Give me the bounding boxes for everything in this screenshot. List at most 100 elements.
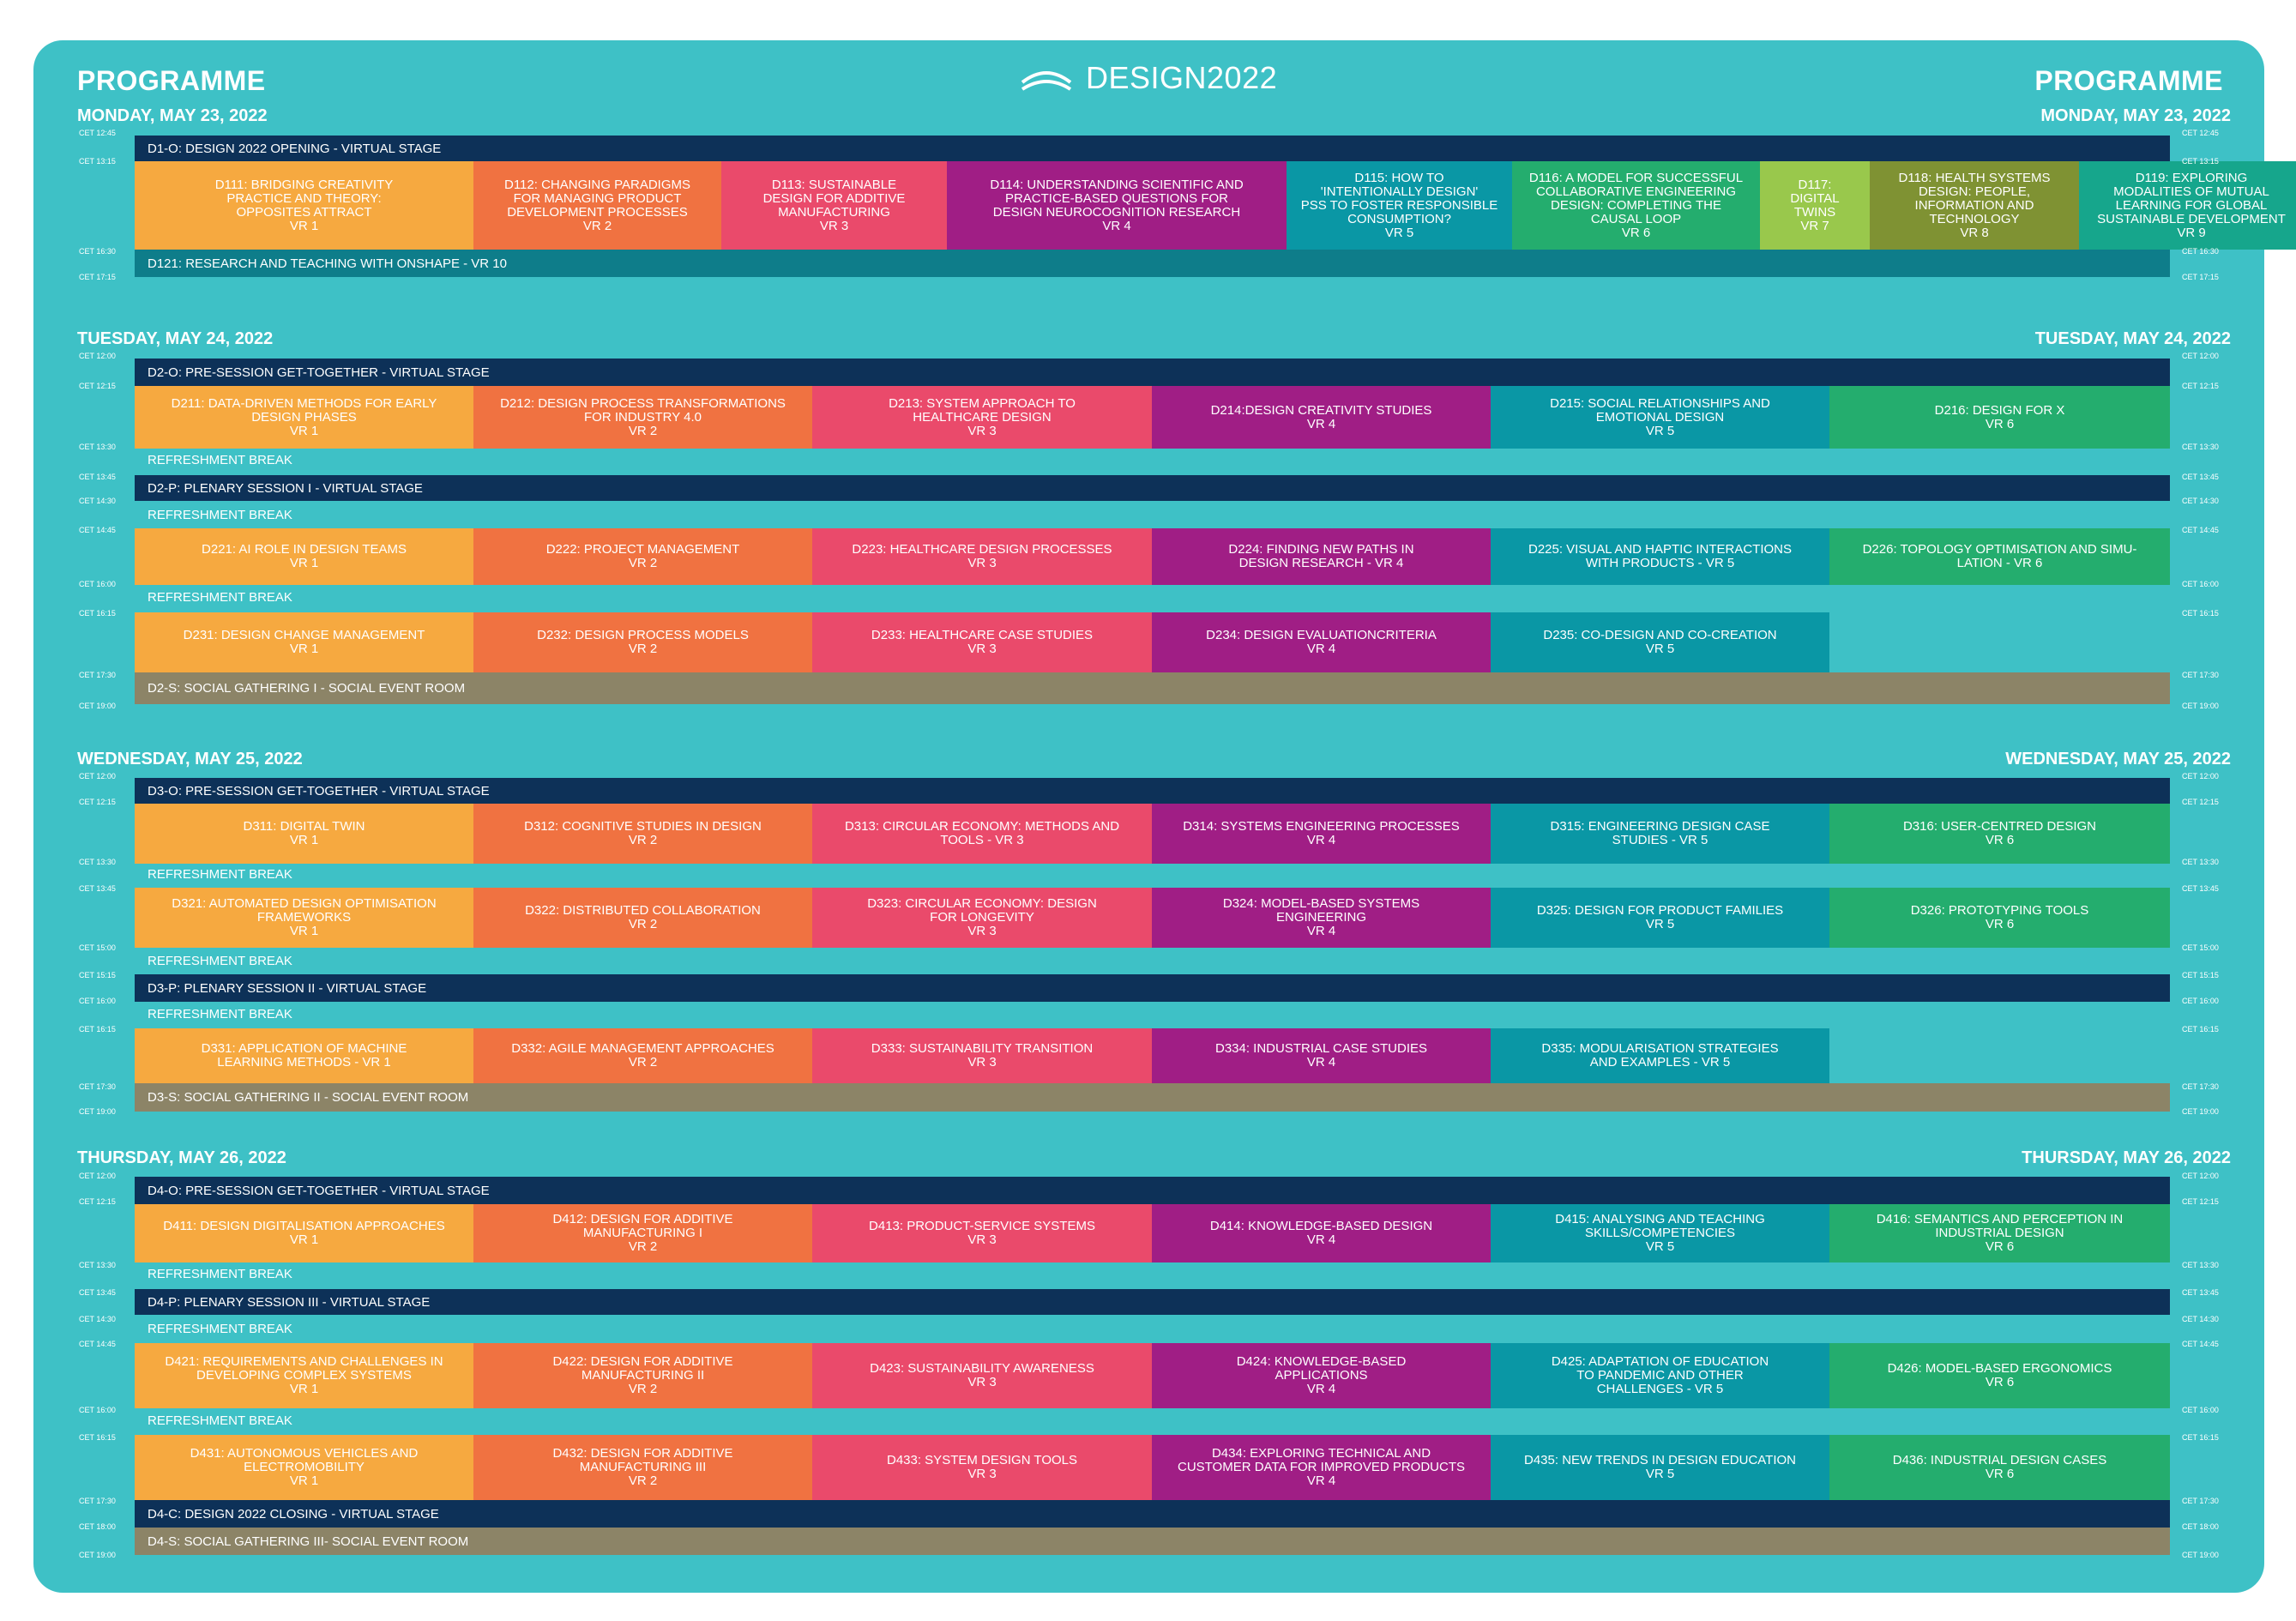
session-d423[interactable]: D423: SUSTAINABILITY AWARENESS VR 3 [812, 1343, 1152, 1408]
session-d216[interactable]: D216: DESIGN FOR X VR 6 [1829, 386, 2170, 449]
session-d231[interactable]: D231: DESIGN CHANGE MANAGEMENT VR 1 [135, 612, 473, 672]
session-label: D225: VISUAL AND HAPTIC INTERACTIONS WIT… [1528, 542, 1793, 570]
session-d211[interactable]: D211: DATA-DRIVEN METHODS FOR EARLY DESI… [135, 386, 473, 449]
session-d324[interactable]: D324: MODEL-BASED SYSTEMS ENGINEERING VR… [1152, 888, 1491, 948]
session-d225[interactable]: D225: VISUAL AND HAPTIC INTERACTIONS WIT… [1491, 528, 1829, 585]
session-d411[interactable]: D411: DESIGN DIGITALISATION APPROACHES V… [135, 1204, 473, 1262]
time-label: CET 12:15 [2182, 798, 2219, 806]
session-d434[interactable]: D434: EXPLORING TECHNICAL AND CUSTOMER D… [1152, 1435, 1491, 1500]
session-d215[interactable]: D215: SOCIAL RELATIONSHIPS AND EMOTIONAL… [1491, 386, 1829, 449]
time-label: CET 13:45 [2182, 1288, 2219, 1297]
session-d422[interactable]: D422: DESIGN FOR ADDITIVE MANUFACTURING … [473, 1343, 812, 1408]
day-title-left: THURSDAY, MAY 26, 2022 [77, 1148, 286, 1167]
session-d333[interactable]: D333: SUSTAINABILITY TRANSITION VR 3 [812, 1028, 1152, 1083]
session-d111[interactable]: D111: BRIDGING CREATIVITY PRACTICE AND T… [135, 161, 473, 250]
time-label: CET 13:45 [79, 884, 116, 893]
session-d213[interactable]: D213: SYSTEM APPROACH TO HEALTHCARE DESI… [812, 386, 1152, 449]
time-label: CET 13:30 [79, 1261, 116, 1269]
social-gathering-bar[interactable]: D3-S: SOCIAL GATHERING II - SOCIAL EVENT… [135, 1083, 2170, 1112]
session-d315[interactable]: D315: ENGINEERING DESIGN CASE STUDIES - … [1491, 804, 1829, 864]
session-label: D215: SOCIAL RELATIONSHIPS AND EMOTIONAL… [1550, 395, 1770, 438]
pre-session-bar[interactable]: D4-O: PRE-SESSION GET-TOGETHER - VIRTUAL… [135, 1177, 2170, 1204]
session-label: D413: PRODUCT-SERVICE SYSTEMS VR 3 [869, 1219, 1095, 1247]
session-d311[interactable]: D311: DIGITAL TWIN VR 1 [135, 804, 473, 864]
pre-session-bar[interactable]: D2-O: PRE-SESSION GET-TOGETHER - VIRTUAL… [135, 359, 2170, 386]
session-label: D434: EXPLORING TECHNICAL AND CUSTOMER D… [1177, 1446, 1466, 1488]
session-d316[interactable]: D316: USER-CENTRED DESIGN VR 6 [1829, 804, 2170, 864]
session-d412[interactable]: D412: DESIGN FOR ADDITIVE MANUFACTURING … [473, 1204, 812, 1262]
social-gathering-bar[interactable]: D2-S: SOCIAL GATHERING I - SOCIAL EVENT … [135, 672, 2170, 704]
session-label: D111: BRIDGING CREATIVITY PRACTICE AND T… [214, 177, 394, 233]
session-d223[interactable]: D223: HEALTHCARE DESIGN PROCESSES VR 3 [812, 528, 1152, 585]
session-d332[interactable]: D332: AGILE MANAGEMENT APPROACHES VR 2 [473, 1028, 812, 1083]
social-gathering-bar[interactable]: D4-S: SOCIAL GATHERING III- SOCIAL EVENT… [135, 1528, 2170, 1555]
session-d435[interactable]: D435: NEW TRENDS IN DESIGN EDUCATION VR … [1491, 1435, 1829, 1500]
session-d334[interactable]: D334: INDUSTRIAL CASE STUDIES VR 4 [1152, 1028, 1491, 1083]
session-d432[interactable]: D432: DESIGN FOR ADDITIVE MANUFACTURING … [473, 1435, 812, 1500]
time-label: CET 12:15 [79, 1197, 116, 1206]
session-d413[interactable]: D413: PRODUCT-SERVICE SYSTEMS VR 3 [812, 1204, 1152, 1262]
closing-session-bar[interactable]: D4-C: DESIGN 2022 CLOSING - VIRTUAL STAG… [135, 1500, 2170, 1528]
time-label: CET 16:00 [2182, 580, 2219, 588]
session-label: D415: ANALYSING AND TEACHING SKILLS/COMP… [1555, 1212, 1765, 1254]
opening-session-bar[interactable]: D1-O: DESIGN 2022 OPENING - VIRTUAL STAG… [135, 136, 2170, 161]
session-d224[interactable]: D224: FINDING NEW PATHS IN DESIGN RESEAR… [1152, 528, 1491, 585]
session-d415[interactable]: D415: ANALYSING AND TEACHING SKILLS/COMP… [1491, 1204, 1829, 1262]
research-session-bar[interactable]: D121: RESEARCH AND TEACHING WITH ONSHAPE… [135, 250, 2170, 277]
refreshment-break: REFRESHMENT BREAK [148, 867, 292, 882]
session-d433[interactable]: D433: SYSTEM DESIGN TOOLS VR 3 [812, 1435, 1152, 1500]
session-d421[interactable]: D421: REQUIREMENTS AND CHALLENGES IN DEV… [135, 1343, 473, 1408]
session-d112[interactable]: D112: CHANGING PARADIGMS FOR MANAGING PR… [473, 161, 721, 250]
session-d321[interactable]: D321: AUTOMATED DESIGN OPTIMISATION FRAM… [135, 888, 473, 948]
session-d312[interactable]: D312: COGNITIVE STUDIES IN DESIGN VR 2 [473, 804, 812, 864]
plenary-session-bar[interactable]: D4-P: PLENARY SESSION III - VIRTUAL STAG… [135, 1289, 2170, 1315]
session-d117[interactable]: D117: DIGITAL TWINS VR 7 [1760, 161, 1870, 250]
session-d115[interactable]: D115: HOW TO 'INTENTIONALLY DESIGN' PSS … [1287, 161, 1512, 250]
logo-arc-icon [1021, 71, 1072, 91]
session-d226[interactable]: D226: TOPOLOGY OPTIMISATION AND SIMU- LA… [1829, 528, 2170, 585]
time-label: CET 13:45 [79, 1288, 116, 1297]
session-label: D235: CO-DESIGN AND CO-CREATION VR 5 [1543, 628, 1777, 656]
pre-session-bar[interactable]: D3-O: PRE-SESSION GET-TOGETHER - VIRTUAL… [135, 778, 2170, 804]
session-label: D212: DESIGN PROCESS TRANSFORMATIONS FOR… [500, 395, 786, 438]
programme-heading-left: PROGRAMME [77, 65, 266, 96]
session-d118[interactable]: D118: HEALTH SYSTEMS DESIGN: PEOPLE, INF… [1870, 161, 2079, 250]
session-d426[interactable]: D426: MODEL-BASED ERGONOMICS VR 6 [1829, 1343, 2170, 1408]
plenary-session-bar[interactable]: D2-P: PLENARY SESSION I - VIRTUAL STAGE [135, 475, 2170, 501]
session-label: D321: AUTOMATED DESIGN OPTIMISATION FRAM… [172, 896, 437, 938]
session-d113[interactable]: D113: SUSTAINABLE DESIGN FOR ADDITIVE MA… [721, 161, 947, 250]
session-d414[interactable]: D414: KNOWLEDGE-BASED DESIGN VR 4 [1152, 1204, 1491, 1262]
session-d235[interactable]: D235: CO-DESIGN AND CO-CREATION VR 5 [1491, 612, 1829, 672]
session-d326[interactable]: D326: PROTOTYPING TOOLS VR 6 [1829, 888, 2170, 948]
session-d234[interactable]: D234: DESIGN EVALUATIONCRITERIA VR 4 [1152, 612, 1491, 672]
session-d214[interactable]: D214:DESIGN CREATIVITY STUDIES VR 4 [1152, 386, 1491, 449]
session-d335[interactable]: D335: MODULARISATION STRATEGIES AND EXAM… [1491, 1028, 1829, 1083]
session-d424[interactable]: D424: KNOWLEDGE-BASED APPLICATIONS VR 4 [1152, 1343, 1491, 1408]
session-d114[interactable]: D114: UNDERSTANDING SCIENTIFIC AND PRACT… [947, 161, 1287, 250]
session-d116[interactable]: D116: A MODEL FOR SUCCESSFUL COLLABORATI… [1512, 161, 1760, 250]
session-d322[interactable]: D322: DISTRIBUTED COLLABORATION VR 2 [473, 888, 812, 948]
time-label: CET 12:00 [2182, 772, 2219, 780]
session-label: D332: AGILE MANAGEMENT APPROACHES VR 2 [511, 1041, 774, 1070]
session-d323[interactable]: D323: CIRCULAR ECONOMY: DESIGN FOR LONGE… [812, 888, 1152, 948]
session-d425[interactable]: D425: ADAPTATION OF EDUCATION TO PANDEMI… [1491, 1343, 1829, 1408]
session-d331[interactable]: D331: APPLICATION OF MACHINE LEARNING ME… [135, 1028, 473, 1083]
session-label: D323: CIRCULAR ECONOMY: DESIGN FOR LONGE… [867, 896, 1097, 938]
plenary-session-bar[interactable]: D3-P: PLENARY SESSION II - VIRTUAL STAGE [135, 974, 2170, 1002]
session-d232[interactable]: D232: DESIGN PROCESS MODELS VR 2 [473, 612, 812, 672]
session-d416[interactable]: D416: SEMANTICS AND PERCEPTION IN INDUST… [1829, 1204, 2170, 1262]
time-label: CET 15:00 [2182, 943, 2219, 952]
time-label: CET 13:30 [2182, 858, 2219, 866]
session-d436[interactable]: D436: INDUSTRIAL DESIGN CASES VR 6 [1829, 1435, 2170, 1500]
tuesday-sessions-row-1: D211: DATA-DRIVEN METHODS FOR EARLY DESI… [135, 386, 2170, 449]
session-d431[interactable]: D431: AUTONOMOUS VEHICLES AND ELECTROMOB… [135, 1435, 473, 1500]
session-label: D233: HEALTHCARE CASE STUDIES VR 3 [871, 628, 1094, 656]
session-d119[interactable]: D119: EXPLORING MODALITIES OF MUTUAL LEA… [2079, 161, 2296, 250]
session-d212[interactable]: D212: DESIGN PROCESS TRANSFORMATIONS FOR… [473, 386, 812, 449]
session-d221[interactable]: D221: AI ROLE IN DESIGN TEAMS VR 1 [135, 528, 473, 585]
session-d313[interactable]: D313: CIRCULAR ECONOMY: METHODS AND TOOL… [812, 804, 1152, 864]
session-d314[interactable]: D314: SYSTEMS ENGINEERING PROCESSES VR 4 [1152, 804, 1491, 864]
session-d325[interactable]: D325: DESIGN FOR PRODUCT FAMILIES VR 5 [1491, 888, 1829, 948]
session-d222[interactable]: D222: PROJECT MANAGEMENT VR 2 [473, 528, 812, 585]
session-d233[interactable]: D233: HEALTHCARE CASE STUDIES VR 3 [812, 612, 1152, 672]
